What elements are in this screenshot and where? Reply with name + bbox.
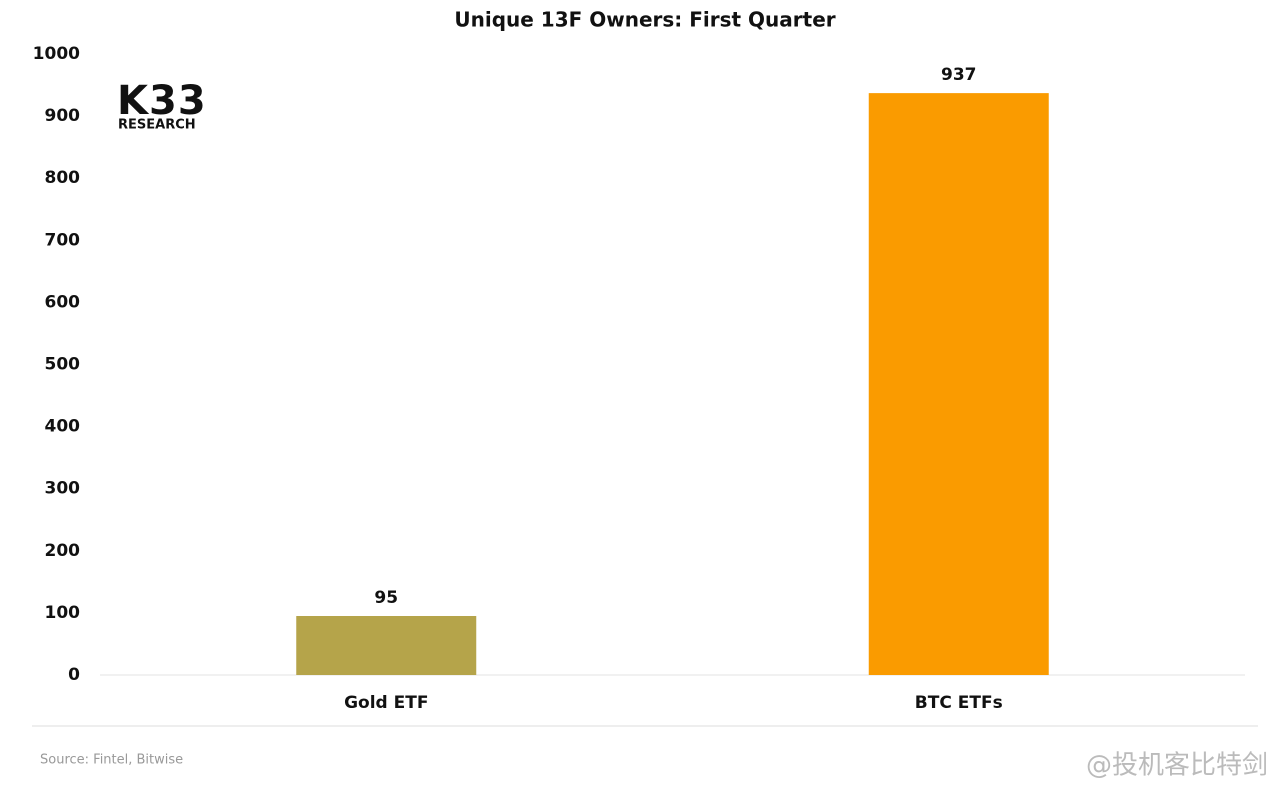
y-tick-label: 100 <box>45 603 81 623</box>
bar <box>868 93 1049 676</box>
y-tick-label: 1000 <box>33 44 80 64</box>
logo-name: K33 <box>117 78 207 124</box>
y-tick-label: 700 <box>45 230 81 250</box>
y-tick-label: 300 <box>45 479 81 499</box>
y-tick-label: 400 <box>45 417 81 437</box>
y-tick-label: 0 <box>68 665 80 685</box>
watermark: @投机客比特剑 <box>1086 751 1268 781</box>
source: Source: Fintel, Bitwise <box>40 753 183 768</box>
y-tick-label: 800 <box>45 168 81 188</box>
y-tick-label: 600 <box>45 292 81 312</box>
bar <box>296 616 477 675</box>
chart-title: Unique 13F Owners: First Quarter <box>454 8 835 32</box>
y-tick-label: 900 <box>45 106 81 126</box>
value-label: 937 <box>941 65 977 85</box>
y-tick-label: 500 <box>45 355 81 375</box>
x-tick-label: Gold ETF <box>344 693 428 713</box>
logo-subtitle: RESEARCH <box>118 118 196 133</box>
y-tick-label: 200 <box>45 541 81 561</box>
value-label: 95 <box>374 588 398 608</box>
x-tick-label: BTC ETFs <box>915 693 1003 713</box>
